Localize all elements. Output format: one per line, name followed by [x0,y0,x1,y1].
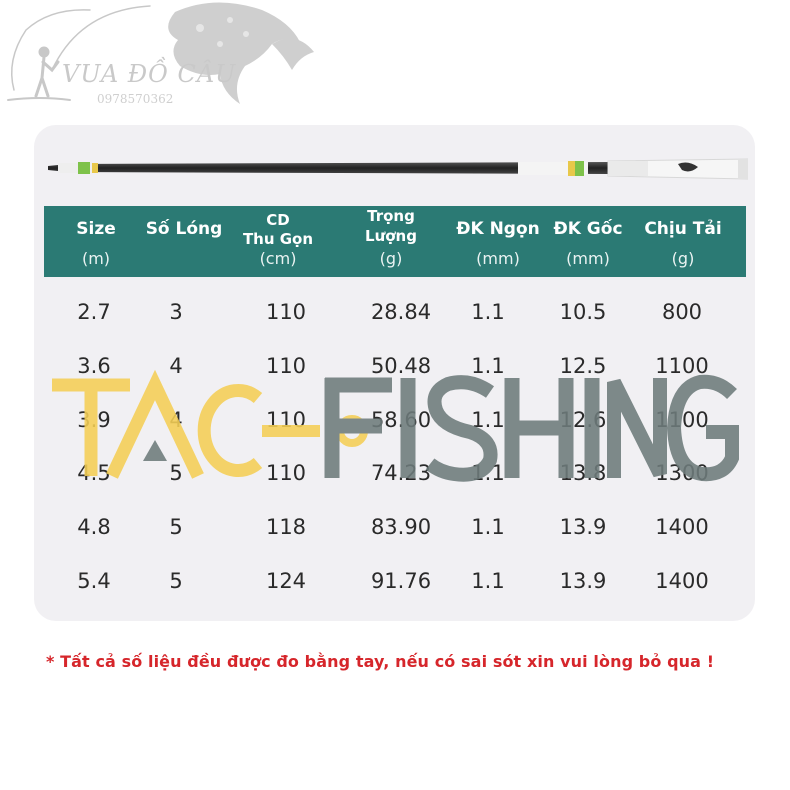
table-row: 3.9 4 110 58.60 1.1 12.6 1100 [44,400,746,440]
header-dk-goc: ĐK Gốc (mm) [553,219,623,268]
cell-so-long: 5 [169,461,183,485]
cell-trong-luong: 50.48 [370,354,432,378]
cell-cd-thu-gon: 110 [265,300,307,324]
cell-dk-ngon: 1.1 [471,515,505,539]
table-row: 3.6 4 110 50.48 1.1 12.5 1100 [44,346,746,386]
cell-dk-ngon: 1.1 [471,569,505,593]
header-trong-luong: Trọng Lượng (g) [365,207,417,269]
cell-so-long: 5 [169,515,183,539]
cell-trong-luong: 74.23 [370,461,432,485]
cell-trong-luong: 58.60 [370,408,432,432]
cell-cd-thu-gon: 124 [265,569,307,593]
table-header: Size (m) Số Lóng CD Thu Gọn (cm) Trọng L… [44,206,746,277]
cell-dk-goc: 12.5 [559,354,607,378]
header-so-long: Số Lóng [145,219,223,239]
cell-chiu-tai: 1300 [655,461,709,485]
cell-chiu-tai: 800 [661,300,703,324]
cell-dk-goc: 13.9 [559,515,607,539]
brand-logo: VUA ĐỒ CÂU 0978570362 [0,0,320,110]
header-dk-ngon: ĐK Ngọn (mm) [456,219,540,268]
cell-so-long: 4 [169,354,183,378]
cell-trong-luong: 91.76 [370,569,432,593]
cell-dk-ngon: 1.1 [471,461,505,485]
table-row: 4.8 5 118 83.90 1.1 13.9 1400 [44,507,746,547]
cell-size: 3.9 [77,408,111,432]
table-row: 5.4 5 124 91.76 1.1 13.9 1400 [44,561,746,601]
cell-chiu-tai: 1400 [655,569,709,593]
cell-dk-goc: 10.5 [559,300,607,324]
cell-dk-goc: 13.9 [559,569,607,593]
cell-dk-ngon: 1.1 [471,354,505,378]
cell-so-long: 4 [169,408,183,432]
header-chiu-tai: Chịu Tải (g) [644,219,722,268]
fishing-rod-icon [48,158,748,180]
cell-so-long: 5 [169,569,183,593]
cell-cd-thu-gon: 110 [265,461,307,485]
header-cd-thu-gon: CD Thu Gọn (cm) [242,211,314,269]
cell-size: 5.4 [77,569,111,593]
cell-chiu-tai: 1400 [655,515,709,539]
cell-chiu-tai: 1100 [655,354,709,378]
cell-cd-thu-gon: 118 [265,515,307,539]
cell-dk-ngon: 1.1 [471,300,505,324]
header-size: Size (m) [76,219,116,268]
cell-dk-goc: 13.8 [559,461,607,485]
brand-phone: 0978570362 [97,92,174,106]
cell-trong-luong: 83.90 [370,515,432,539]
cell-size: 2.7 [77,300,111,324]
fish-logo-icon [7,2,314,104]
cell-so-long: 3 [169,300,183,324]
cell-chiu-tai: 1100 [655,408,709,432]
cell-cd-thu-gon: 110 [265,408,307,432]
cell-size: 4.8 [77,515,111,539]
measurement-note: * Tất cả số liệu đều được đo bằng tay, n… [46,652,715,671]
cell-cd-thu-gon: 110 [265,354,307,378]
brand-name: VUA ĐỒ CÂU [62,60,237,88]
cell-trong-luong: 28.84 [370,300,432,324]
cell-dk-ngon: 1.1 [471,408,505,432]
table-row: 4.5 5 110 74.23 1.1 13.8 1300 [44,453,746,493]
cell-size: 4.5 [77,461,111,485]
table-row: 2.7 3 110 28.84 1.1 10.5 800 [44,292,746,332]
cell-size: 3.6 [77,354,111,378]
cell-dk-goc: 12.6 [559,408,607,432]
